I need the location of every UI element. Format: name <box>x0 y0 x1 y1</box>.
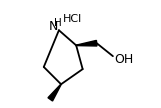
Text: N: N <box>48 20 58 33</box>
Text: HCl: HCl <box>63 14 82 24</box>
Text: OH: OH <box>114 53 134 66</box>
Polygon shape <box>76 40 97 46</box>
Text: H: H <box>54 18 62 28</box>
Polygon shape <box>48 84 61 101</box>
